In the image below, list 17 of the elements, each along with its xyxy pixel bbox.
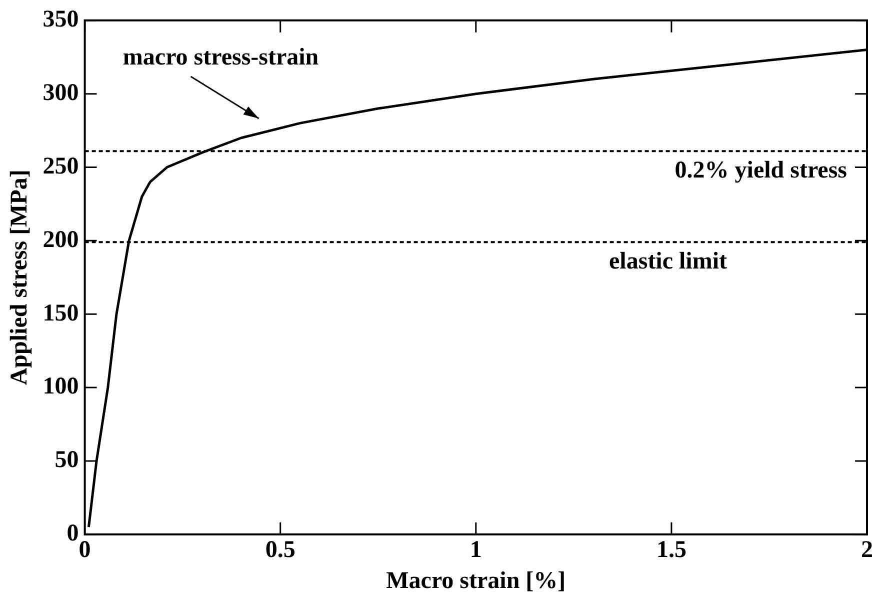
y-tick-label: 150	[42, 300, 79, 326]
x-tick-label: 1	[470, 537, 482, 564]
y-tick-label: 250	[42, 153, 79, 180]
x-tick-label: 2	[861, 537, 873, 564]
y-tick-label: 50	[54, 447, 79, 474]
y-tick-label: 100	[42, 374, 79, 400]
y-tick-label: 200	[42, 226, 79, 253]
x-tick-label: 0.5	[265, 537, 296, 564]
y-tick-label: 0	[66, 520, 79, 547]
x-axis-title: Macro strain [%]	[386, 568, 566, 594]
ref-line-label: 0.2% yield stress	[674, 157, 847, 184]
x-tick-label: 1.5	[656, 537, 686, 564]
ref-line-label: elastic limit	[609, 248, 727, 274]
annotation: macro stress-strain	[122, 44, 319, 71]
y-tick-label: 350	[42, 6, 79, 33]
y-tick-label: 300	[42, 80, 79, 106]
y-axis-title: Applied stress [MPa]	[6, 170, 33, 386]
